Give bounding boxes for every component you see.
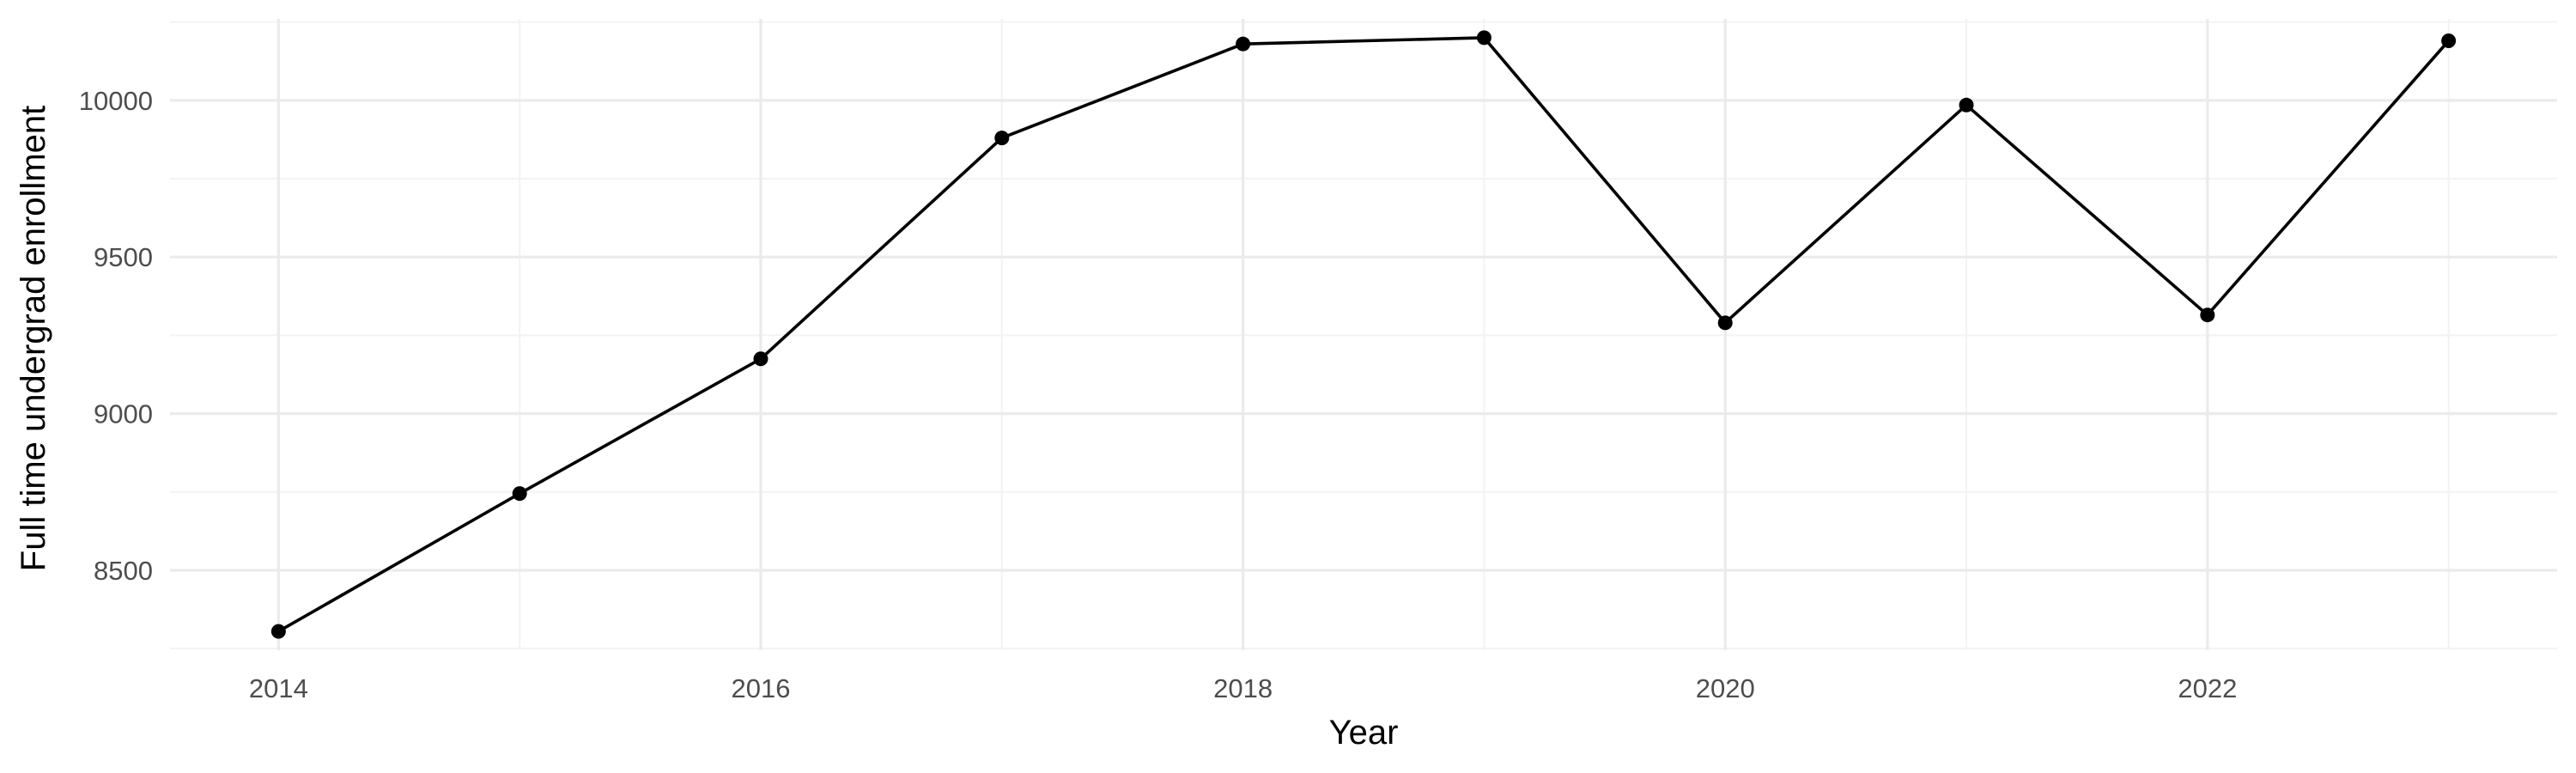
y-tick-label: 8500: [94, 556, 153, 586]
enrollment-series-line: [276, 36, 2451, 633]
data-point-2016: [753, 351, 769, 367]
x-tick-label: 2014: [249, 673, 308, 703]
x-axis-title: Year: [1329, 714, 1399, 752]
grid-lines: [170, 19, 2557, 650]
y-axis-title: Full time undergrad enrollment: [15, 106, 52, 571]
data-point-2014: [270, 624, 286, 639]
x-tick-label: 2020: [1696, 673, 1755, 703]
x-axis-tick-labels: 2014 2016 2018 2020 2022: [249, 673, 2237, 703]
x-tick-label: 2022: [2178, 673, 2237, 703]
data-point-2018: [1236, 36, 1251, 52]
data-series: [270, 30, 2457, 639]
y-tick-label: 9500: [94, 242, 153, 272]
data-point-2022: [2200, 307, 2215, 323]
y-tick-label: 10000: [79, 86, 153, 116]
data-point-2023: [2441, 33, 2457, 49]
data-point-2015: [512, 486, 527, 502]
data-point-2020: [1717, 315, 1733, 331]
x-tick-label: 2018: [1213, 673, 1273, 703]
y-tick-label: 9000: [94, 399, 153, 429]
data-point-2017: [994, 131, 1010, 146]
data-point-2019: [1476, 30, 1492, 46]
x-tick-label: 2016: [731, 673, 790, 703]
y-axis-tick-labels: 8500 9000 9500 10000: [79, 86, 153, 586]
data-point-2021: [1959, 97, 1974, 113]
